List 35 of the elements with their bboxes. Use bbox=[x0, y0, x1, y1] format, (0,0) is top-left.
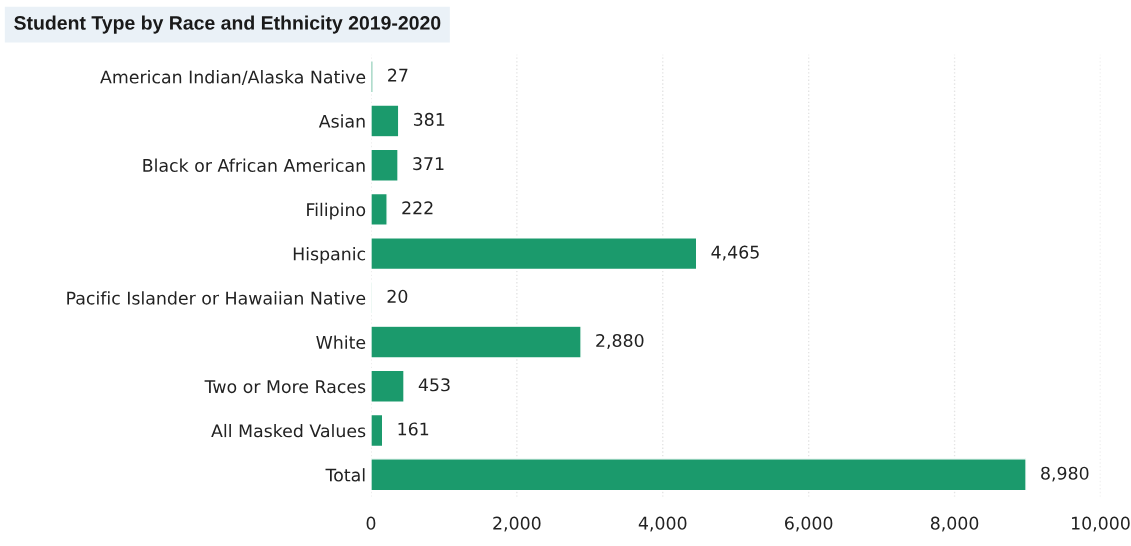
data-label: 4,465 bbox=[711, 245, 759, 261]
data-label: 20 bbox=[387, 289, 408, 303]
y-tick-label: Pacific Islander or Hawaiian Native bbox=[67, 291, 366, 305]
data-label: 371 bbox=[413, 157, 444, 171]
y-tick-label: All Masked Values bbox=[211, 423, 366, 438]
y-tick-label: American Indian/Alaska Native bbox=[100, 70, 366, 85]
bar bbox=[370, 369, 405, 403]
data-label: 222 bbox=[402, 201, 433, 215]
x-tick-label: 4,000 bbox=[638, 516, 687, 532]
y-tick-label: Two or More Races bbox=[204, 380, 366, 394]
data-label: 453 bbox=[418, 378, 450, 392]
y-tick-label: Total bbox=[325, 468, 365, 482]
data-label: 27 bbox=[388, 68, 408, 82]
x-tick-label: 10,000 bbox=[1072, 516, 1130, 532]
data-label: 161 bbox=[398, 422, 429, 436]
bar bbox=[370, 104, 400, 138]
y-tick-label: Filipino bbox=[307, 202, 366, 220]
x-tick-label: 8,000 bbox=[930, 516, 979, 532]
y-tick-label: White bbox=[316, 335, 366, 349]
x-tick-label: 6,000 bbox=[785, 516, 833, 532]
bar bbox=[370, 148, 399, 182]
data-label: 381 bbox=[413, 112, 445, 126]
data-label: 8,980 bbox=[1041, 466, 1089, 482]
bar bbox=[370, 458, 1027, 492]
y-tick-label: Asian bbox=[318, 114, 365, 128]
bar bbox=[370, 192, 388, 227]
bar bbox=[370, 325, 582, 359]
bar bbox=[370, 237, 698, 271]
data-label: 2,880 bbox=[596, 333, 644, 349]
x-tick-label: 0 bbox=[366, 516, 376, 530]
y-tick-label: Hispanic bbox=[293, 247, 366, 264]
y-tick-label: Black or African American bbox=[143, 158, 365, 173]
chart-title: Student Type by Race and Ethnicity 2019-2020 bbox=[14, 15, 441, 34]
bar bbox=[370, 413, 384, 448]
x-tick-label: 2,000 bbox=[493, 516, 541, 532]
